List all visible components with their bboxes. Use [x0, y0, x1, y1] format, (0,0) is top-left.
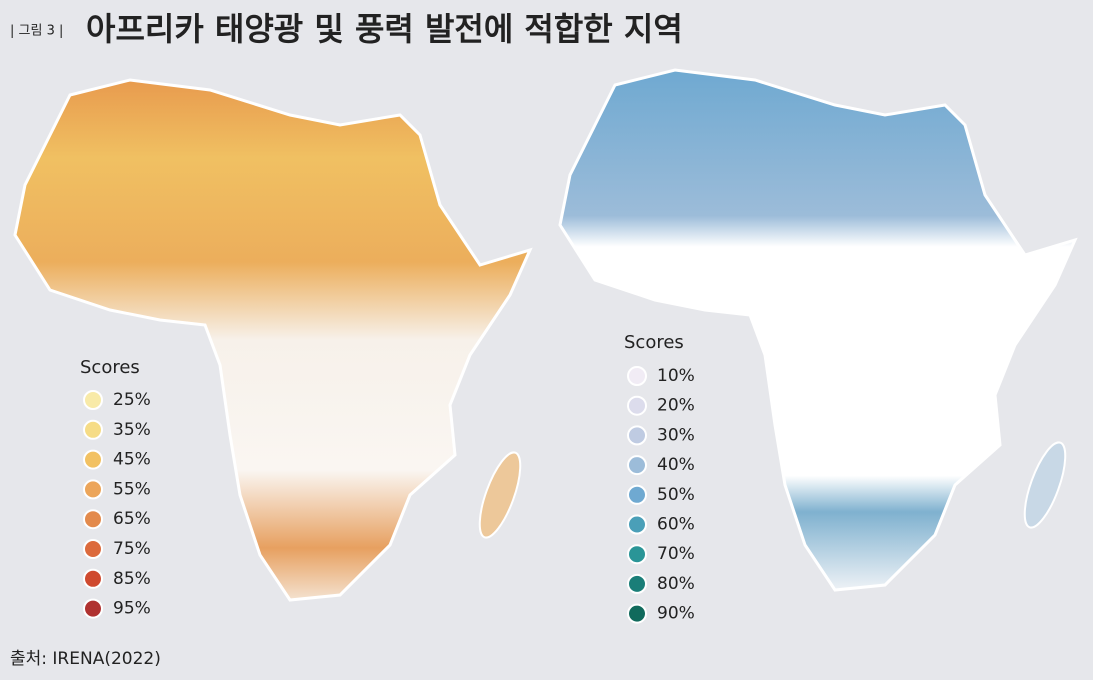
legend-label: 10%	[657, 366, 695, 386]
legend-label: 65%	[113, 509, 151, 529]
legend-label: 45%	[113, 450, 151, 470]
legend-label: 80%	[657, 574, 695, 594]
legend-swatch	[83, 568, 103, 589]
legend-swatch	[83, 390, 103, 410]
legend-label: 20%	[657, 396, 695, 416]
legend-title: Scores	[80, 357, 140, 378]
legend-swatch	[627, 603, 647, 624]
legend-swatch	[627, 573, 647, 594]
legend-swatch	[83, 539, 103, 559]
legend-label: 90%	[657, 604, 695, 624]
legend-swatch	[83, 598, 103, 619]
legend-swatch	[83, 419, 103, 440]
legend-swatch	[627, 544, 647, 565]
legend-swatch	[627, 484, 647, 505]
figure-label: | 그림 3 |	[10, 24, 63, 39]
legends: Scores 25% 35% 45% 55% 65% 75% 85% 95% Scores 10% 2…	[80, 332, 695, 624]
legend-label: 95%	[113, 599, 151, 619]
legend-label: 75%	[113, 539, 151, 559]
source: 출처: IRENA(2022)	[10, 649, 161, 669]
legend-swatch	[627, 425, 647, 446]
legend-label: 35%	[113, 420, 151, 440]
legend-title: Scores	[624, 332, 684, 353]
legend-swatch	[83, 479, 103, 500]
legend-label: 50%	[657, 485, 695, 505]
solar-map	[13, 78, 532, 602]
legend-label: 55%	[113, 479, 151, 499]
legend-swatch	[627, 395, 647, 416]
legend-label: 40%	[657, 455, 695, 475]
legend-label: 70%	[657, 544, 695, 564]
legend-label: 60%	[657, 515, 695, 535]
wind-map	[558, 68, 1077, 592]
legend-swatch	[83, 449, 103, 470]
legend-label: 30%	[657, 425, 695, 445]
legend-label: 85%	[113, 569, 151, 589]
legend-swatch	[627, 514, 647, 535]
title: 아프리카 태양광 및 풍력 발전에 적합한 지역	[86, 10, 683, 48]
legend-label: 25%	[113, 390, 151, 410]
legend-swatch	[627, 455, 647, 476]
legend-swatch	[627, 366, 647, 386]
legend-swatch	[83, 509, 103, 530]
